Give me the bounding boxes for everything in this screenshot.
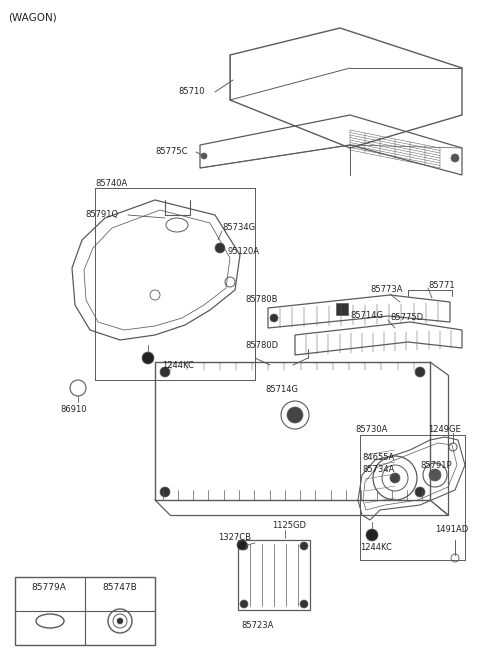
Circle shape — [117, 618, 123, 624]
Circle shape — [415, 367, 425, 377]
Polygon shape — [336, 303, 348, 315]
Text: 84655A: 84655A — [362, 453, 394, 462]
Text: 1249GE: 1249GE — [428, 426, 461, 434]
Circle shape — [237, 540, 247, 550]
Text: 1491AD: 1491AD — [435, 525, 468, 534]
Text: 1125GD: 1125GD — [272, 521, 306, 529]
Circle shape — [240, 542, 248, 550]
Text: 85779A: 85779A — [32, 582, 66, 591]
Text: 95120A: 95120A — [228, 248, 260, 257]
Circle shape — [270, 314, 278, 322]
Text: (WAGON): (WAGON) — [8, 13, 57, 23]
Text: 85714G: 85714G — [350, 312, 383, 320]
Text: 85740A: 85740A — [95, 179, 127, 189]
Text: 85710: 85710 — [178, 88, 204, 96]
Text: 85747B: 85747B — [103, 582, 137, 591]
Circle shape — [366, 529, 378, 541]
Text: 1327CB: 1327CB — [218, 534, 251, 542]
Circle shape — [451, 154, 459, 162]
Circle shape — [390, 473, 400, 483]
Circle shape — [429, 469, 441, 481]
Circle shape — [287, 407, 303, 423]
Text: 85734A: 85734A — [362, 466, 395, 474]
Circle shape — [142, 352, 154, 364]
Text: 85714G: 85714G — [265, 386, 298, 394]
Text: 1244KC: 1244KC — [162, 360, 194, 369]
Text: 85773A: 85773A — [370, 286, 403, 295]
Text: 85791Q: 85791Q — [85, 210, 118, 219]
Text: 85791P: 85791P — [420, 460, 452, 470]
Text: 85780D: 85780D — [245, 341, 278, 350]
Circle shape — [160, 367, 170, 377]
Circle shape — [240, 600, 248, 608]
Text: 85730A: 85730A — [355, 426, 387, 434]
Text: 85723A: 85723A — [242, 620, 274, 629]
Text: 85734G: 85734G — [222, 223, 255, 233]
Circle shape — [300, 600, 308, 608]
Text: 86910: 86910 — [60, 405, 86, 415]
Circle shape — [201, 153, 207, 159]
Circle shape — [160, 487, 170, 497]
Text: 85775D: 85775D — [390, 314, 423, 322]
Text: 85780B: 85780B — [245, 295, 277, 305]
Circle shape — [415, 487, 425, 497]
Circle shape — [300, 542, 308, 550]
Text: 85771: 85771 — [428, 280, 455, 290]
Text: 1244KC: 1244KC — [360, 544, 392, 553]
Circle shape — [215, 243, 225, 253]
Text: 85775C: 85775C — [155, 147, 188, 157]
